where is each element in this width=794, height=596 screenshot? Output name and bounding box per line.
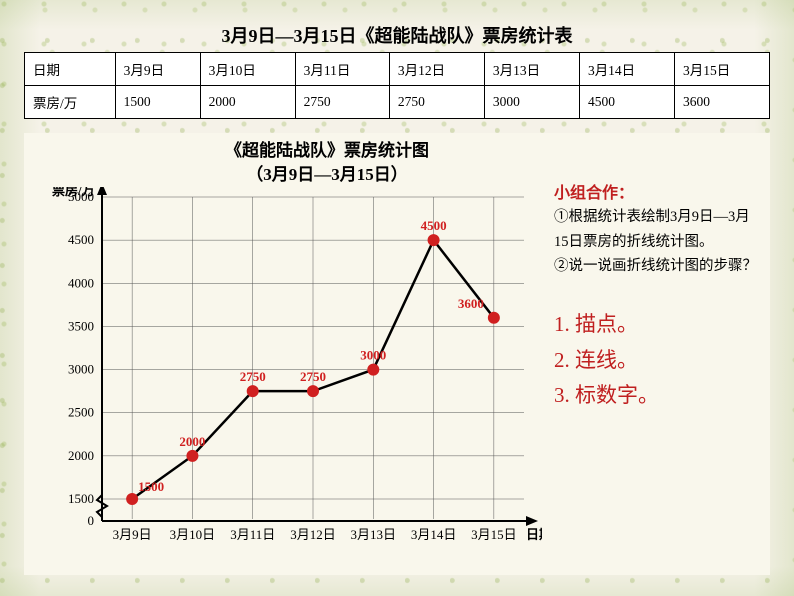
svg-text:4000: 4000 (68, 275, 94, 290)
svg-text:1500: 1500 (68, 491, 94, 506)
svg-text:3月15日: 3月15日 (471, 527, 517, 542)
svg-text:3000: 3000 (360, 347, 386, 362)
table-row: 日期 3月9日 3月10日 3月11日 3月12日 3月13日 3月14日 3月… (25, 53, 770, 86)
svg-text:3000: 3000 (68, 361, 94, 376)
svg-text:3月9日: 3月9日 (113, 527, 152, 542)
svg-text:2000: 2000 (179, 433, 205, 448)
step-item: 2. 连线。 (554, 343, 762, 379)
note-line: ①根据统计表绘制3月9日—3月15日票房的折线统计图。 (554, 205, 762, 254)
coop-title: 小组合作： (554, 179, 762, 203)
step-item: 3. 标数字。 (554, 378, 762, 414)
chart-container: 《超能陆战队》票房统计图 （3月9日—3月15日） 1500 2000 2500 30… (24, 133, 770, 575)
svg-text:2750: 2750 (300, 369, 326, 384)
table-row: 票房/万 1500 2000 2750 2750 3000 4500 3600 (25, 86, 770, 119)
svg-text:4500: 4500 (421, 218, 447, 233)
svg-text:3500: 3500 (68, 318, 94, 333)
chart-title: 《超能陆战队》票房统计图 （3月9日—3月15日） (112, 139, 542, 187)
svg-text:3600: 3600 (458, 295, 484, 310)
step-item: 1. 描点。 (554, 307, 762, 343)
svg-text:3月12日: 3月12日 (290, 527, 336, 542)
table-title: 3月9日—3月15日《超能陆战队》票房统计表 (24, 22, 770, 48)
note-line: ②说一说画折线统计图的步骤？ (554, 254, 762, 279)
svg-text:1500: 1500 (138, 479, 164, 494)
svg-text:3月11日: 3月11日 (230, 527, 275, 542)
data-table: 日期 3月9日 3月10日 3月11日 3月12日 3月13日 3月14日 3月… (24, 52, 770, 119)
svg-text:2500: 2500 (68, 404, 94, 419)
svg-text:4500: 4500 (68, 232, 94, 247)
svg-text:3月13日: 3月13日 (351, 527, 397, 542)
svg-text:3月10日: 3月10日 (170, 527, 216, 542)
svg-text:2750: 2750 (240, 369, 266, 384)
svg-text:日期: 日期 (526, 527, 542, 542)
svg-text:票房/万: 票房/万 (52, 187, 95, 198)
row-header: 日期 (25, 53, 116, 86)
side-notes: 小组合作： ①根据统计表绘制3月9日—3月15日票房的折线统计图。 ②说一说画折… (542, 139, 762, 567)
svg-text:0: 0 (88, 513, 95, 528)
svg-text:2000: 2000 (68, 447, 94, 462)
line-chart: 150020002500300035004000450050003月9日3月10… (32, 187, 542, 567)
row-header: 票房/万 (25, 86, 116, 119)
svg-text:3月14日: 3月14日 (411, 527, 457, 542)
